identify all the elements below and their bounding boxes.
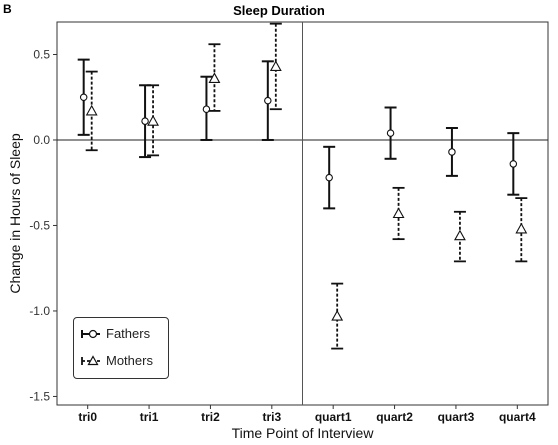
- point-mothers-quart4: [515, 222, 528, 234]
- legend-fathers-symbol: [81, 329, 100, 339]
- y-axis-label: Change in Hours of Sleep: [7, 133, 23, 294]
- x-tick-label-tri3: tri3: [262, 410, 281, 424]
- point-fathers-tri2: [202, 105, 211, 113]
- point-fathers-tri0: [79, 93, 88, 101]
- point-mothers-tri0: [85, 104, 98, 116]
- x-axis-label: Time Point of Interview: [232, 425, 375, 441]
- legend-item-fathers: Fathers: [80, 324, 168, 344]
- x-tick-label-tri1: tri1: [140, 410, 159, 424]
- point-mothers-quart3: [454, 229, 466, 241]
- legend-label-fathers: Fathers: [106, 326, 151, 341]
- panel-letter: B: [3, 2, 12, 16]
- y-tick-label: -0.5: [29, 218, 50, 232]
- x-tick-label-quart1: quart1: [315, 410, 352, 424]
- y-tick-label: -1.0: [29, 304, 50, 318]
- legend-item-mothers: Mothers: [80, 351, 168, 371]
- point-mothers-tri1: [147, 115, 159, 126]
- point-mothers-tri2: [208, 72, 221, 83]
- point-mothers-tri3: [269, 60, 282, 72]
- x-tick-label-tri0: tri0: [78, 410, 97, 424]
- y-tick-label: 0.0: [33, 133, 50, 147]
- x-tick-label-quart2: quart2: [376, 410, 413, 424]
- chart-title: Sleep Duration: [233, 3, 325, 18]
- x-tick-label-quart4: quart4: [499, 410, 536, 424]
- y-tick-label: 0.5: [33, 47, 50, 61]
- legend-label-mothers: Mothers: [106, 353, 153, 368]
- y-tick-label: -1.5: [29, 389, 50, 403]
- point-fathers-quart4: [509, 160, 518, 168]
- point-mothers-quart2: [392, 207, 405, 219]
- point-fathers-quart2: [386, 129, 395, 137]
- x-tick-label-quart3: quart3: [438, 410, 475, 424]
- legend-mothers-symbol: [81, 355, 100, 366]
- point-fathers-quart1: [325, 173, 333, 182]
- point-fathers-tri1: [141, 117, 149, 125]
- point-fathers-quart3: [448, 148, 456, 156]
- point-fathers-tri3: [264, 96, 272, 105]
- x-tick-label-tri2: tri2: [201, 410, 220, 424]
- point-mothers-quart1: [331, 309, 344, 321]
- legend: Fathers Mothers: [73, 317, 169, 379]
